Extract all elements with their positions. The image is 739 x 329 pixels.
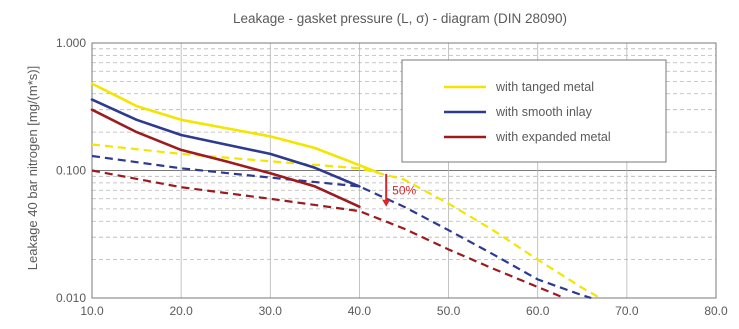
x-tick-label: 50.0 — [437, 304, 461, 318]
x-tick-label: 30.0 — [259, 304, 283, 318]
series-measured-line — [90, 98, 361, 188]
series-measured-line — [90, 82, 379, 174]
x-tick-label: 80.0 — [704, 304, 728, 318]
x-tick-label: 40.0 — [348, 304, 372, 318]
legend: with tanged metal with smooth inlay with e… — [401, 59, 667, 163]
series-extrapolated-line — [91, 154, 592, 300]
legend-entry-label: with expanded metal — [495, 130, 611, 144]
x-tick-label: 70.0 — [615, 304, 639, 318]
annotation-arrow-head — [382, 199, 391, 207]
series-extrapolated-line — [91, 169, 565, 300]
series-measured-line — [90, 108, 361, 208]
y-tick-label: 0.100 — [56, 164, 86, 178]
legend-entry-label: with tanged metal — [495, 80, 594, 94]
plot-area: 10.0 20.0 30.0 40.0 50.0 60.0 70.0 80.0 1.000 0.1… — [56, 36, 728, 318]
y-tick-label: 1.000 — [56, 36, 86, 50]
chart-title: Leakage - gasket pressure (L, σ) - diagr… — [233, 11, 567, 26]
x-tick-label: 20.0 — [169, 304, 193, 318]
annotation-label: 50% — [392, 183, 416, 197]
series-extrapolated-line — [91, 143, 601, 299]
y-tick-label: 0.010 — [56, 291, 86, 305]
x-tick-label: 10.0 — [80, 304, 104, 318]
x-tick-label: 60.0 — [526, 304, 550, 318]
legend-entry-label: with smooth inlay — [495, 105, 593, 119]
y-axis-label: Leakage 40 bar nitrogen [mg/(m*s)] — [25, 66, 40, 271]
